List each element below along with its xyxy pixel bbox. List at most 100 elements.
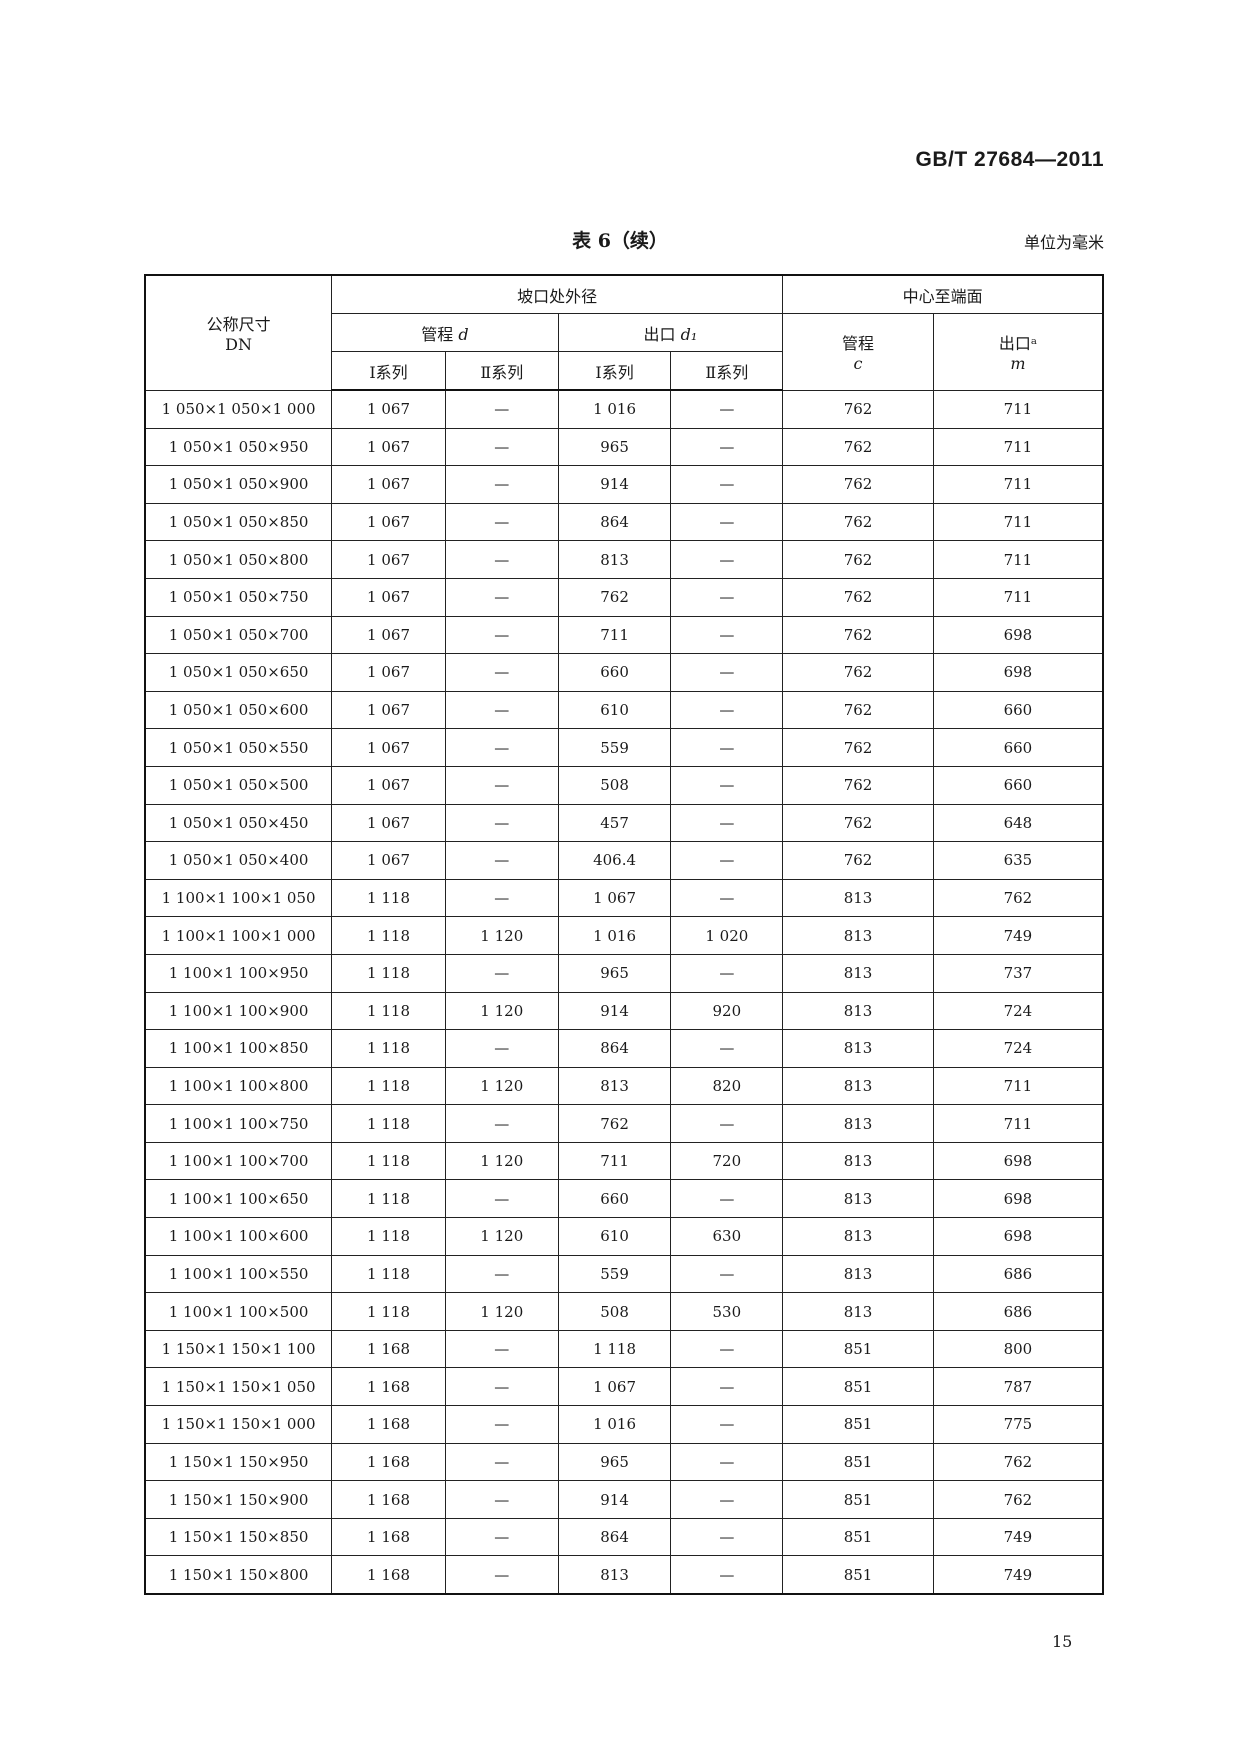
header-series-1: Ⅰ系列 (331, 351, 446, 391)
table-cell: 920 (670, 991, 784, 1031)
table-cell: 1 118 (557, 1329, 672, 1369)
table-cell: 914 (557, 991, 672, 1031)
table-cell: — (444, 502, 559, 542)
table-row: 1 100×1 100×950 1 118—965—813 737 (144, 953, 1104, 993)
table-cell: 457 (557, 803, 672, 843)
table-cell: — (444, 577, 559, 617)
table-cell: 762 (782, 389, 934, 429)
table-cell: 813 (782, 916, 934, 955)
table-row: 1 150×1 150×1 100 1 168—1 118—851 800 (144, 1329, 1104, 1369)
table-cell: 1 100×1 100×700 (144, 1141, 333, 1181)
table-cell: 762 (557, 577, 672, 617)
table-cell: 720 (670, 1141, 784, 1181)
table-cell: — (670, 389, 784, 429)
table-cell: 1 016 (557, 1405, 672, 1444)
table-cell: 711 (932, 540, 1104, 579)
table-cell: — (444, 1555, 559, 1595)
table-row: 1 100×1 100×600 1 118 1 120 610 630 813 698 (144, 1217, 1104, 1256)
table-cell: — (670, 502, 784, 542)
table-cell: 508 (557, 1292, 672, 1331)
header-series-1: Ⅰ系列 (557, 351, 672, 391)
table-cell: — (444, 953, 559, 993)
header-center-to-end: 中心至端面 (782, 274, 1104, 314)
table-cell: 1 150×1 150×800 (144, 1555, 333, 1595)
table-cell: 1 020 (670, 916, 784, 955)
header-series-2: Ⅱ系列 (444, 351, 559, 391)
table-cell: 1 100×1 100×1 050 (144, 878, 333, 918)
table-cell: 762 (932, 1442, 1104, 1482)
table-cell: 1 118 (331, 1104, 446, 1143)
table-cell: 1 067 (557, 1367, 672, 1407)
table-row: 1 150×1 150×800 1 168—813—851 749 (144, 1555, 1104, 1595)
table-cell: 711 (932, 389, 1104, 429)
table-row: 1 100×1 100×1 050 1 118—1 067—813 762 (144, 878, 1104, 918)
table-row: 1 050×1 050×950 1 067—965—762 711 (144, 427, 1104, 467)
table-cell: 762 (782, 427, 934, 467)
table-cell: 1 100×1 100×800 (144, 1066, 333, 1106)
table-row: 1 150×1 150×1 050 1 168—1 067—851 787 (144, 1367, 1104, 1407)
table-cell: 1 118 (331, 1179, 446, 1219)
table-cell: — (444, 1029, 559, 1068)
table-cell: 1 168 (331, 1517, 446, 1557)
table-row: 1 100×1 100×850 1 118—864—813 724 (144, 1029, 1104, 1068)
table-cell: 1 050×1 050×750 (144, 577, 333, 617)
table-cell: 1 050×1 050×550 (144, 728, 333, 767)
table-cell: — (670, 803, 784, 843)
table-cell: 914 (557, 1480, 672, 1519)
table-cell: — (670, 540, 784, 579)
table-cell: 1 120 (444, 991, 559, 1031)
table-cell: 1 100×1 100×650 (144, 1179, 333, 1219)
table-row: 1 150×1 150×850 1 168—864—851 749 (144, 1517, 1104, 1557)
table-row: 1 150×1 150×950 1 168—965—851 762 (144, 1442, 1104, 1482)
table-cell: 711 (932, 1066, 1104, 1106)
table-cell: — (670, 765, 784, 805)
table-cell: 1 050×1 050×400 (144, 841, 333, 880)
table-cell: — (444, 878, 559, 918)
table-cell: — (444, 1442, 559, 1482)
table-cell: 1 067 (331, 502, 446, 542)
table-cell: — (670, 1029, 784, 1068)
table-cell: 698 (932, 1217, 1104, 1256)
table-cell: 965 (557, 427, 672, 467)
table-cell: 813 (782, 1292, 934, 1331)
table-cell: — (444, 465, 559, 504)
table-cell: 813 (782, 991, 934, 1031)
table-cell: 762 (782, 465, 934, 504)
table-row: 1 150×1 150×1 000 1 168—1 016—851 775 (144, 1405, 1104, 1444)
table-cell: — (444, 615, 559, 655)
table-cell: 1 118 (331, 991, 446, 1031)
table-cell: 1 100×1 100×850 (144, 1029, 333, 1068)
table-cell: 800 (932, 1329, 1104, 1369)
table-cell: 1 067 (331, 803, 446, 843)
table-cell: 965 (557, 953, 672, 993)
table-row: 1 050×1 050×450 1 067—457—762 648 (144, 803, 1104, 843)
table-cell: 813 (782, 1217, 934, 1256)
table-cell: 864 (557, 502, 672, 542)
header-series-2: Ⅱ系列 (670, 351, 784, 391)
table-cell: 1 168 (331, 1555, 446, 1595)
table-cell: 698 (932, 1141, 1104, 1181)
header-outlet-d1: 出口 d₁ (557, 313, 784, 352)
table-cell: 813 (557, 540, 672, 579)
table-row: 1 150×1 150×900 1 168—914—851 762 (144, 1480, 1104, 1519)
table-cell: 1 100×1 100×950 (144, 953, 333, 993)
table-cell: 1 067 (331, 465, 446, 504)
table-cell: 686 (932, 1292, 1104, 1331)
table-cell: 813 (782, 878, 934, 918)
table-cell: 1 100×1 100×900 (144, 991, 333, 1031)
table-cell: 1 120 (444, 1217, 559, 1256)
table-cell: — (670, 1104, 784, 1143)
table-cell: 698 (932, 653, 1104, 692)
table-cell: 864 (557, 1517, 672, 1557)
table-cell: 851 (782, 1442, 934, 1482)
table-cell: — (670, 1517, 784, 1557)
table-cell: — (444, 653, 559, 692)
table-cell: 762 (782, 502, 934, 542)
table-cell: 1 150×1 150×900 (144, 1480, 333, 1519)
table-cell: 648 (932, 803, 1104, 843)
table-row: 1 100×1 100×1 000 1 118 1 120 1 016 1 020 813… (144, 916, 1104, 955)
table-cell: 508 (557, 765, 672, 805)
table-row: 1 100×1 100×700 1 118 1 120 711 720 813 698 (144, 1141, 1104, 1181)
table-cell: 813 (782, 1066, 934, 1106)
table-cell: 530 (670, 1292, 784, 1331)
